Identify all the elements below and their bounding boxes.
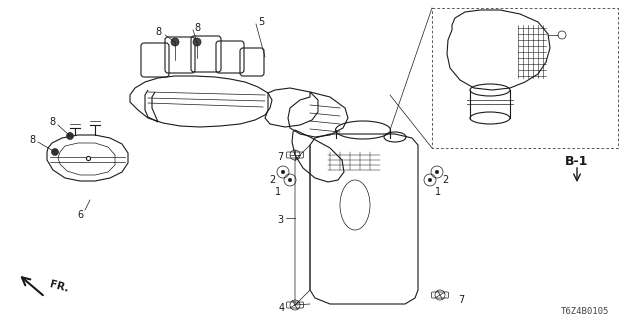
Text: 3: 3 bbox=[277, 215, 283, 225]
Text: B-1: B-1 bbox=[565, 155, 589, 168]
Circle shape bbox=[51, 148, 58, 156]
Circle shape bbox=[288, 178, 292, 182]
Text: FR.: FR. bbox=[48, 279, 69, 294]
Text: 8: 8 bbox=[29, 135, 35, 145]
Text: 2: 2 bbox=[442, 175, 448, 185]
Circle shape bbox=[281, 170, 285, 174]
Text: 7: 7 bbox=[458, 295, 464, 305]
Text: 2: 2 bbox=[269, 175, 275, 185]
Circle shape bbox=[435, 170, 439, 174]
Text: 5: 5 bbox=[258, 17, 264, 27]
Circle shape bbox=[428, 178, 432, 182]
Text: 1: 1 bbox=[435, 187, 441, 197]
Circle shape bbox=[67, 132, 74, 140]
Text: 8: 8 bbox=[156, 27, 162, 37]
Circle shape bbox=[171, 38, 179, 46]
Text: 7: 7 bbox=[276, 152, 283, 162]
Text: 4: 4 bbox=[279, 303, 285, 313]
Text: T6Z4B0105: T6Z4B0105 bbox=[561, 308, 609, 316]
Circle shape bbox=[193, 38, 201, 46]
Text: 1: 1 bbox=[275, 187, 281, 197]
Text: 8: 8 bbox=[49, 117, 55, 127]
Text: 8: 8 bbox=[194, 23, 200, 33]
Text: 6: 6 bbox=[77, 210, 83, 220]
